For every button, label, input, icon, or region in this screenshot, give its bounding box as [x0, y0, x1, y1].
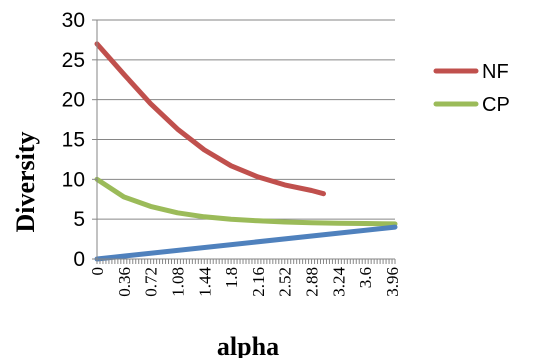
series-line-nf [94, 41, 326, 197]
x-tick-label: 2.88 [303, 267, 322, 297]
series-line-cp [94, 176, 398, 227]
legend-label-nf: NF [482, 61, 509, 83]
x-tick-label: 3.24 [329, 267, 348, 297]
x-tick-label: 0 [88, 267, 107, 276]
x-tick-label: 2.16 [249, 267, 268, 297]
y-tick-label: 25 [62, 49, 85, 72]
y-tick-label: 30 [62, 9, 85, 32]
gridlines [97, 19, 395, 220]
x-tick-label: 3.6 [356, 267, 375, 288]
y-tick-label: 5 [73, 208, 85, 231]
y-tick-label: 15 [62, 129, 85, 152]
y-tick-label: 10 [62, 168, 85, 191]
x-tick-label: 0.72 [142, 267, 161, 297]
y-tick-label: 0 [73, 248, 85, 271]
x-tick-label: 1.08 [169, 267, 188, 297]
x-tick-label: 2.52 [276, 267, 295, 297]
x-tick-label: 0.36 [115, 267, 134, 297]
x-tick-label: 3.96 [383, 267, 402, 297]
axes [92, 19, 396, 264]
y-tick-label: 20 [62, 89, 85, 112]
y-tick-labels: 0 5 10 15 20 25 30 [62, 9, 85, 271]
series-lines [94, 41, 398, 262]
x-tick-label: 1.8 [222, 267, 241, 288]
x-axis-title: alpha [217, 332, 279, 358]
series-line-unnamed-2 [94, 224, 398, 262]
legend-label-cp: CP [482, 94, 510, 116]
x-tick-label: 1.44 [195, 267, 214, 297]
y-axis-title: Diversity [11, 131, 40, 232]
x-tick-labels: 0 0.36 0.72 1.08 1.44 1.8 2.16 2.52 2.88 3.24 3.6 3… [88, 267, 402, 297]
legend: NF CP [433, 61, 510, 116]
